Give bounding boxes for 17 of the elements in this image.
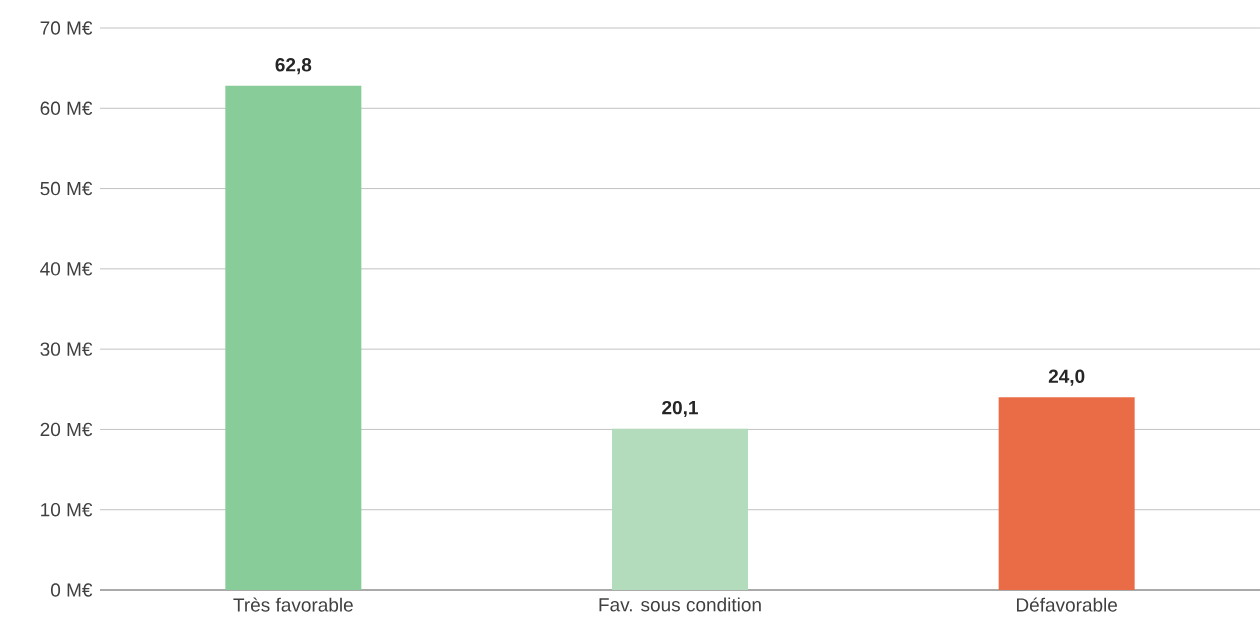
y-tick-label: 20 M€: [40, 422, 93, 437]
y-tick-label: 50 M€: [40, 181, 93, 196]
bar: [225, 85, 362, 590]
data-label: 20,1: [662, 400, 698, 418]
y-tick-label: 30 M€: [40, 342, 93, 356]
bar: [611, 428, 748, 590]
y-tick-label: 10 M€: [41, 502, 93, 517]
data-label: 62,8: [275, 58, 312, 75]
x-tick-label: Fav. sous condition: [599, 597, 761, 612]
data-label: 24,0: [1048, 369, 1085, 386]
y-tick-label: 60 M€: [40, 101, 93, 116]
y-tick-label: 0 M€: [50, 583, 93, 597]
y-tick-label: 40 M€: [40, 262, 93, 276]
x-tick-label: Défavorable: [1016, 597, 1118, 612]
x-tick-label: Très favorable: [233, 597, 353, 612]
y-tick-label: 70 M€: [40, 21, 93, 35]
bar: [998, 397, 1135, 590]
